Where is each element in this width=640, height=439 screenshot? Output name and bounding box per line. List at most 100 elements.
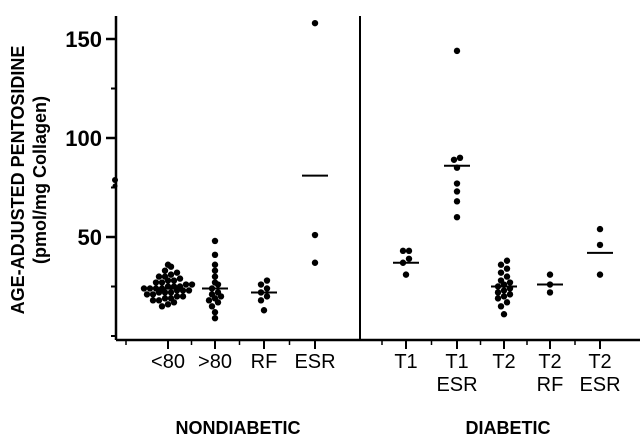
- category-label: >80: [198, 351, 232, 373]
- data-point: [211, 273, 219, 280]
- data-point: [453, 47, 461, 55]
- category-label: <80: [151, 351, 185, 373]
- data-point: [500, 311, 508, 318]
- data-point: [503, 299, 511, 306]
- category-label: T2: [538, 351, 561, 373]
- margin-mark-icon: [112, 177, 118, 189]
- data-point: [149, 297, 157, 304]
- data-point: [546, 271, 554, 278]
- data-point: [503, 265, 511, 272]
- data-point: [450, 156, 458, 163]
- data-point: [211, 237, 219, 245]
- category-label: RF: [251, 351, 278, 373]
- data-point: [497, 269, 505, 276]
- data-point: [497, 261, 505, 268]
- data-point: [205, 297, 213, 304]
- data-point: [494, 289, 502, 296]
- y-axis-label: AGE-ADJUSTED PENTOSIDINE: [8, 46, 28, 315]
- data-point: [211, 261, 219, 268]
- data-point: [152, 279, 160, 286]
- group-label: NONDIABETIC: [176, 418, 301, 438]
- category-label: ESR: [436, 374, 477, 396]
- y-axis-label-group: AGE-ADJUSTED PENTOSIDINE (pmol/mg Collag…: [8, 46, 50, 315]
- data-point: [453, 214, 461, 221]
- data-point: [214, 289, 222, 296]
- category-label: T1: [445, 351, 468, 373]
- category-label: T1: [394, 351, 417, 373]
- data-point: [405, 247, 413, 255]
- data-point: [260, 307, 268, 314]
- data-point: [173, 293, 181, 300]
- y-tick-label: 50: [78, 225, 102, 250]
- data-point: [453, 198, 461, 205]
- data-point: [211, 314, 219, 322]
- data-point: [170, 277, 178, 284]
- data-point: [546, 289, 554, 296]
- data-point: [185, 287, 193, 294]
- data-point: [161, 295, 169, 302]
- data-point: [506, 291, 514, 298]
- data-point: [399, 247, 407, 255]
- data-point: [263, 277, 271, 284]
- data-point: [211, 309, 219, 316]
- category-label: ESR: [294, 351, 335, 373]
- data-point: [456, 154, 464, 161]
- data-point: [500, 287, 508, 294]
- category-label: RF: [537, 374, 564, 396]
- category-label: T2: [588, 351, 611, 373]
- data-point: [167, 289, 175, 296]
- data-point: [208, 291, 216, 298]
- data-point: [596, 271, 604, 278]
- data-point: [143, 291, 151, 298]
- data-point: [149, 291, 157, 298]
- category-label: ESR: [579, 374, 620, 396]
- data-point: [161, 273, 169, 280]
- data-point: [503, 273, 511, 280]
- data-point: [155, 297, 163, 304]
- data-point: [402, 271, 410, 278]
- data-point: [164, 301, 172, 308]
- data-point: [179, 293, 187, 300]
- data-point: [211, 279, 219, 286]
- data-point: [188, 281, 196, 288]
- data-point: [500, 293, 508, 300]
- data-point: [173, 269, 181, 276]
- data-point: [311, 19, 319, 27]
- data-point: [311, 231, 319, 239]
- data-point: [208, 303, 216, 310]
- data-point: [596, 241, 604, 249]
- data-point: [211, 251, 219, 259]
- data-point: [167, 295, 175, 302]
- data-point: [405, 255, 413, 262]
- data-point: [596, 225, 604, 233]
- group-label: DIABETIC: [466, 418, 551, 438]
- data-point: [453, 180, 461, 187]
- data-point: [311, 259, 319, 266]
- data-point: [503, 257, 511, 264]
- data-point: [161, 267, 169, 274]
- y-tick-label: 150: [65, 27, 102, 52]
- category-label: T2: [492, 351, 515, 373]
- data-point: [257, 281, 265, 288]
- data-point: [158, 279, 166, 286]
- data-point: [497, 303, 505, 310]
- data-point: [182, 281, 190, 288]
- data-point: [146, 285, 154, 292]
- data-point: [167, 271, 175, 278]
- data-point: [453, 188, 461, 195]
- data-point: [176, 275, 184, 282]
- data-point: [211, 267, 219, 274]
- data-point: [263, 293, 271, 300]
- y-axis-units: (pmol/mg Collagen): [30, 96, 50, 264]
- y-tick-label: 100: [65, 126, 102, 151]
- data-point: [263, 285, 271, 292]
- data-point: [506, 279, 514, 286]
- data-point: [494, 295, 502, 302]
- data-point: [164, 261, 172, 268]
- data-point: [497, 277, 505, 284]
- data-point: [140, 285, 148, 292]
- data-point: [155, 273, 163, 280]
- data-point: [158, 303, 166, 310]
- data-point: [257, 297, 265, 304]
